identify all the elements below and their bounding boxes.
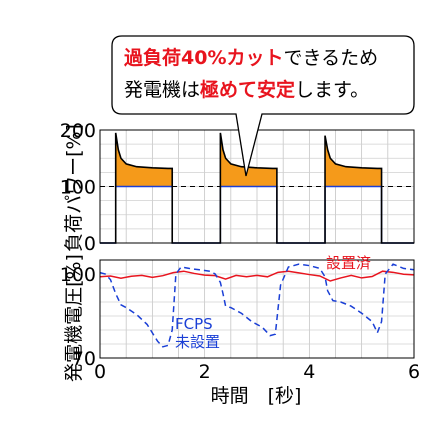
top-ytick-label: 200 bbox=[60, 120, 96, 142]
series-voltage-installed bbox=[99, 270, 415, 282]
series-label-not-installed-line2: 未設置 bbox=[175, 333, 220, 351]
callout-text-2b: します。 bbox=[295, 79, 369, 101]
bottom-plot-frame bbox=[99, 259, 415, 359]
bottom-tick-labels: 70 100 bbox=[60, 264, 96, 370]
bottom-series-group bbox=[99, 263, 415, 348]
callout-balloon: 過負荷40%カットできるため 発電機は極めて安定します。 bbox=[111, 35, 415, 177]
top-ylabel: 負荷パワー[%] bbox=[63, 124, 85, 252]
callout-text-2a: 発電機は bbox=[124, 79, 200, 101]
series-label-not-installed-line1: FCPS bbox=[175, 315, 213, 333]
callout-text-1: できるため bbox=[283, 47, 378, 69]
series-label-installed: 設置済 bbox=[326, 254, 371, 272]
bottom-ytick-label: 100 bbox=[60, 264, 96, 286]
xtick-label: 2 bbox=[199, 361, 211, 383]
xtick-label: 4 bbox=[303, 361, 315, 383]
series-voltage-not-installed bbox=[99, 263, 415, 348]
top-series-group bbox=[100, 132, 414, 244]
series-label-not-installed: FCPS 未設置 bbox=[175, 315, 220, 351]
top-ytick-label: 100 bbox=[60, 177, 96, 199]
xtick-label: 0 bbox=[94, 361, 106, 383]
callout-line-2: 発電機は極めて安定します。 bbox=[124, 78, 369, 101]
overload-cut-fill bbox=[115, 132, 382, 187]
series-load-power-capped bbox=[100, 185, 414, 244]
callout-accent-1: 過負荷40%カット bbox=[124, 46, 283, 69]
xtick-label: 6 bbox=[408, 361, 420, 383]
bottom-panel: 70 100 0 2 4 6 bbox=[60, 259, 420, 383]
callout-accent-2: 極めて安定 bbox=[200, 78, 295, 101]
top-panel: 0 100 200 bbox=[60, 120, 415, 255]
top-ytick-label: 0 bbox=[84, 233, 96, 255]
callout-line-1: 過負荷40%カットできるため bbox=[124, 46, 378, 69]
x-axis-label: 時間 [秒] bbox=[211, 385, 302, 407]
top-tick-labels: 0 100 200 bbox=[60, 120, 96, 255]
bottom-ytick-label: 70 bbox=[72, 348, 96, 370]
x-tick-labels: 0 2 4 6 bbox=[94, 361, 420, 383]
bottom-ylabel: 発電機電圧[%] bbox=[63, 254, 85, 382]
callout-shape bbox=[111, 35, 415, 177]
series-load-power bbox=[100, 132, 414, 244]
